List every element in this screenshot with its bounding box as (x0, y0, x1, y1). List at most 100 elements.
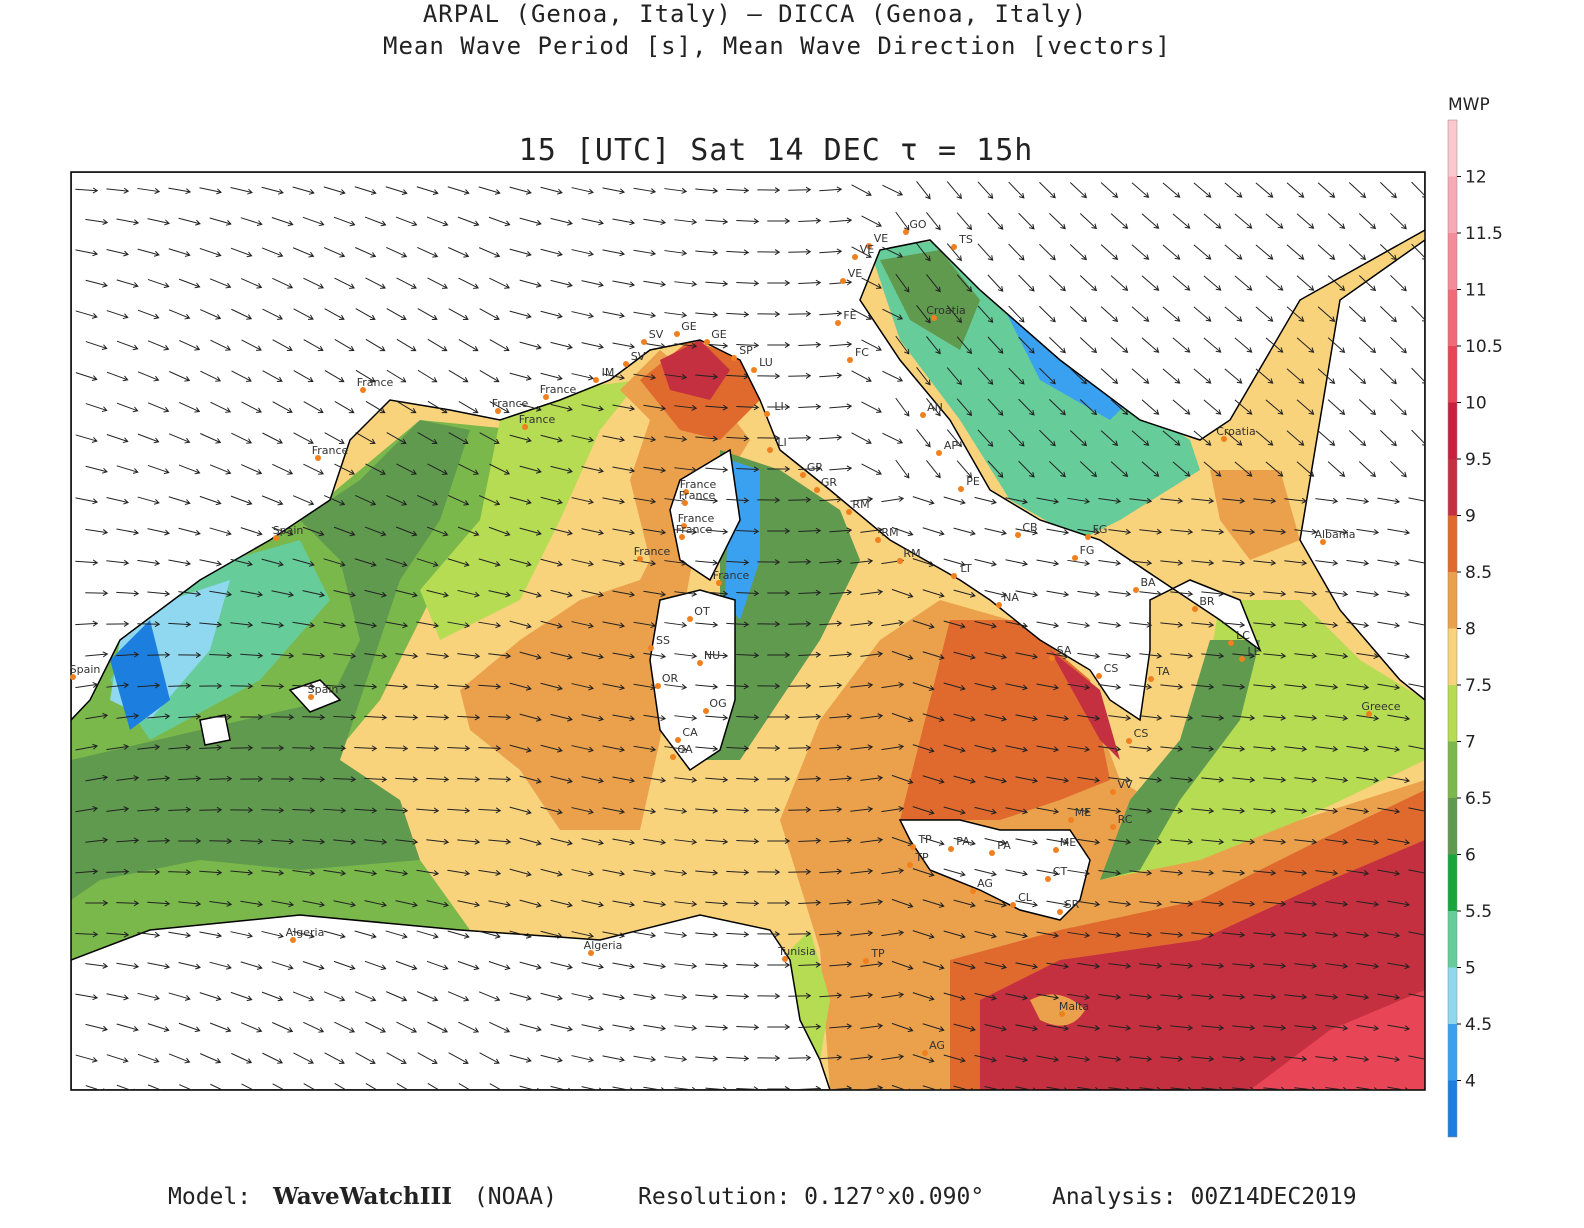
vector (168, 187, 192, 195)
vector (147, 218, 170, 226)
colorbar-tick-label: 7.5 (1465, 676, 1492, 696)
vector (664, 993, 688, 1000)
vector (75, 993, 99, 1001)
place-label: France (713, 569, 750, 582)
place-dot (920, 412, 926, 418)
vector (1039, 243, 1056, 261)
vector (1390, 460, 1407, 478)
vector (1327, 399, 1346, 415)
vector (199, 187, 223, 195)
vector (396, 1082, 414, 1090)
vector (478, 991, 501, 1002)
vector (116, 590, 140, 597)
vector (757, 931, 781, 938)
place-dot (290, 937, 296, 943)
vector (726, 1055, 750, 1062)
vector (581, 404, 604, 412)
vector (1191, 807, 1215, 814)
vector (922, 775, 945, 784)
vector (633, 931, 657, 939)
place-label: GR (807, 461, 824, 474)
vector (1049, 212, 1066, 230)
vector (1263, 590, 1287, 597)
vector (178, 775, 202, 782)
vector (1222, 559, 1246, 566)
vector (1390, 212, 1407, 230)
vector (385, 745, 409, 752)
vector (168, 309, 191, 320)
vector (1139, 652, 1163, 659)
vector (85, 837, 109, 844)
vector (1018, 274, 1035, 292)
vector (612, 280, 636, 288)
place-dot (846, 509, 852, 515)
header-line: ARPAL (Genoa, Italy) — DICCA (Genoa, Ita… (423, 0, 1087, 28)
vector (1315, 807, 1339, 814)
vector (1141, 213, 1160, 229)
vector (705, 404, 729, 411)
vector (385, 807, 409, 814)
vector (984, 776, 1007, 784)
vector (116, 713, 140, 720)
vector (457, 216, 480, 227)
vector (106, 806, 130, 813)
vector (643, 652, 667, 660)
vector (292, 745, 316, 752)
place-label: AG (977, 877, 993, 890)
vector (509, 248, 532, 257)
vector (1315, 497, 1339, 504)
vector (1108, 838, 1132, 845)
vector (1286, 182, 1305, 198)
vector (395, 714, 419, 721)
vector (1191, 869, 1215, 876)
vector (231, 308, 253, 320)
place-label: IM (602, 366, 615, 379)
vector (602, 249, 626, 257)
vector (1067, 683, 1091, 691)
vector (633, 993, 657, 1001)
place-dot (800, 472, 806, 478)
vector (571, 931, 594, 939)
vector (509, 930, 532, 939)
vector (881, 991, 905, 999)
vector (240, 961, 263, 970)
vector (334, 277, 355, 289)
vector (396, 400, 417, 414)
vector (1286, 244, 1305, 260)
colorbar-tick-label: 4.5 (1465, 1015, 1492, 1035)
vector (674, 404, 698, 411)
vector (261, 621, 285, 628)
vector (664, 1055, 688, 1062)
vector (354, 930, 377, 939)
vector (1108, 1024, 1132, 1031)
vector (303, 277, 325, 289)
vector (643, 1086, 666, 1090)
vector (302, 526, 325, 537)
vector (1346, 869, 1370, 876)
vector (819, 620, 843, 627)
vector (882, 432, 904, 444)
vector (540, 372, 563, 381)
vector (147, 713, 171, 720)
vector (612, 776, 636, 784)
vector (75, 187, 99, 194)
vector (116, 279, 139, 288)
vector (1224, 244, 1243, 260)
vector (447, 621, 471, 629)
vector (829, 403, 853, 410)
place-dot (958, 486, 964, 492)
vector (1255, 430, 1274, 446)
vector (261, 247, 284, 258)
vector (1232, 1024, 1256, 1031)
vector (261, 869, 285, 876)
vector (519, 837, 542, 846)
vector (819, 372, 843, 379)
vector (829, 527, 853, 534)
vector (819, 248, 843, 255)
vector (664, 683, 688, 690)
vector (1069, 368, 1088, 385)
vector (695, 311, 719, 318)
vector (85, 218, 109, 225)
place-label: LI (774, 400, 783, 413)
vector (922, 1023, 945, 1032)
